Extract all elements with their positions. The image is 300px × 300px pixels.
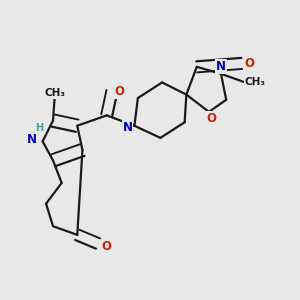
Text: N: N	[122, 121, 133, 134]
Text: O: O	[207, 112, 217, 125]
Text: O: O	[102, 241, 112, 254]
Text: H: H	[35, 123, 43, 133]
Text: N: N	[216, 60, 226, 74]
Text: O: O	[115, 85, 124, 98]
Text: O: O	[244, 57, 254, 70]
Text: N: N	[27, 133, 37, 146]
Text: CH₃: CH₃	[244, 77, 266, 88]
Text: CH₃: CH₃	[44, 88, 65, 98]
